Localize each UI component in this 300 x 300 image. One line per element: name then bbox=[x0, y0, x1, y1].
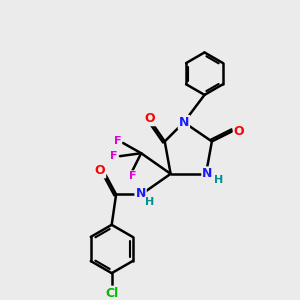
Text: O: O bbox=[145, 112, 155, 125]
Text: N: N bbox=[135, 188, 146, 200]
Text: F: F bbox=[114, 136, 121, 146]
Text: H: H bbox=[146, 197, 154, 207]
Text: O: O bbox=[234, 124, 244, 138]
Text: N: N bbox=[202, 167, 213, 180]
Text: Cl: Cl bbox=[105, 287, 118, 300]
Text: O: O bbox=[94, 164, 105, 177]
Text: N: N bbox=[179, 116, 189, 129]
Text: H: H bbox=[214, 175, 223, 185]
Text: F: F bbox=[110, 151, 117, 161]
Text: F: F bbox=[129, 171, 136, 181]
